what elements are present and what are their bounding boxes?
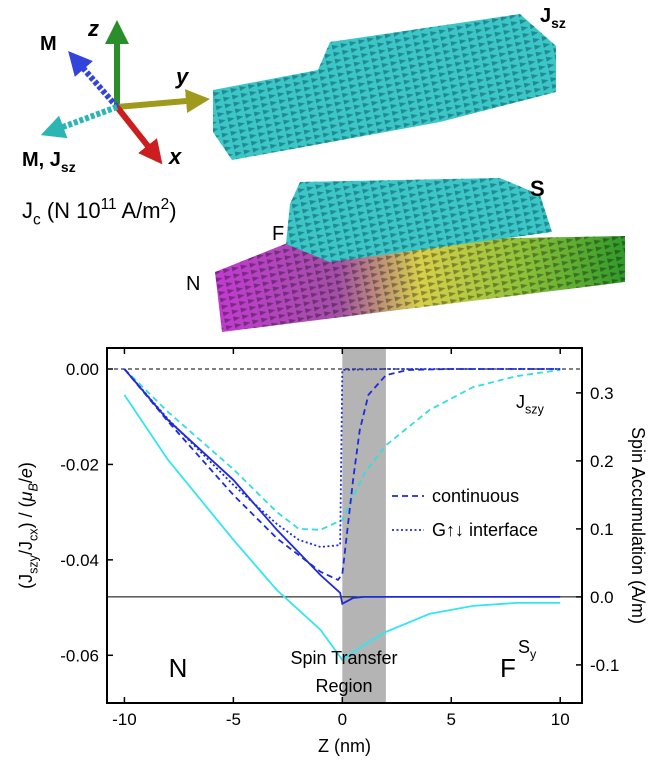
text-segment: N [169,653,188,683]
text-segment: ) [169,198,176,223]
illustration: z y x M [40,14,625,332]
x-axis-arrow [114,105,163,165]
text-segment: μ [16,491,36,502]
x-tick-label: 5 [447,710,456,729]
text-segment: J [516,392,525,412]
jsz-label: Jsz [540,5,566,31]
y-tick-label: -0.02 [60,455,99,474]
bottom-slab-arrows [215,236,625,332]
n-label: N [186,273,200,295]
text-segment: B [26,483,40,491]
text-segment: 2 [161,196,170,213]
x-tick-label: 10 [551,710,570,729]
f-label: F [272,223,284,245]
text-segment: Region [315,676,372,696]
y2-tick-label: 0.0 [590,588,614,607]
series-line [123,368,561,531]
z-label: z [87,16,99,41]
y2-tick-label: 0.1 [590,520,614,539]
annotation: Sy [518,637,537,661]
text-segment: szy [525,402,545,416]
text-segment: /J [16,541,36,555]
text-segment: szy [26,554,40,574]
series-line [123,368,561,548]
y-axis-arrow [116,89,210,113]
y-tick-label: -0.04 [60,551,99,570]
y2-axis-label: Spin Accumulation (A/m) [628,427,648,624]
text-segment: y [530,647,537,661]
text-segment: e [16,468,36,478]
y2-tick-label: 0.3 [590,384,614,403]
text-segment: 11 [101,196,117,213]
text-segment: (J [16,574,36,589]
m-arrow [68,50,120,109]
y-tick-label: 0.00 [66,360,99,379]
plot: -10 -5 0 5 10 0.00 -0.02 -0.04 -0.06 0.3 0.2 0.1 0.0… [60,347,619,729]
f-spin-arrows [286,178,552,262]
series-line [123,368,561,606]
annotation: Region [315,676,372,696]
text-segment: J [22,198,33,223]
series-line [123,394,561,662]
text-segment: , J [39,149,61,171]
legend-label: continuous [432,486,519,506]
y2-tick-label: -0.1 [590,656,619,675]
text-segment: Z (nm) [318,736,371,756]
m-label: M [40,33,57,55]
text-segment: ) [16,462,36,468]
text-segment: A/m [117,198,161,223]
text-segment: Spin Accumulation (A/m) [628,427,648,624]
current-label: Jc (N 1011 A/m2) [22,196,177,228]
plot-frame [106,347,583,704]
text-segment: cx [26,528,40,541]
annotation: F [500,653,516,683]
series-line [123,368,561,582]
annotation: N [169,653,188,683]
y-axis-label: (Jszy/Jcx) / (μB/e) [16,462,40,589]
text-segment: / [16,478,36,483]
m-jsz-label: M, Jsz [22,149,76,175]
m-jsz-arrow [40,104,119,139]
x-tick-label: 0 [338,710,347,729]
text-segment: M [22,149,39,171]
text-segment: ) / ( [16,501,36,528]
x-axis-label: Z (nm) [318,736,371,756]
annotation: Jszy [516,392,545,416]
text-segment: J [540,5,551,27]
shaded-region [342,348,386,703]
text-segment: F [500,653,516,683]
x-tick-label: -10 [112,710,137,729]
legend-label: G↑↓ interface [432,520,538,540]
annotation: Spin Transfer [290,648,397,668]
text-segment: (N 10 [41,198,101,223]
x-label: x [168,144,182,169]
text-segment: sz [61,159,76,175]
y-tick-label: -0.06 [60,646,99,665]
text-segment: S [518,637,530,657]
text-segment: c [33,212,41,229]
text-segment: Spin Transfer [290,648,397,668]
y-label: y [175,64,190,89]
x-tick-label: -5 [226,710,241,729]
top-spin-arrows [213,14,556,160]
text-segment: sz [551,15,566,31]
y2-tick-label: 0.2 [590,452,614,471]
s-label: S [530,176,545,201]
